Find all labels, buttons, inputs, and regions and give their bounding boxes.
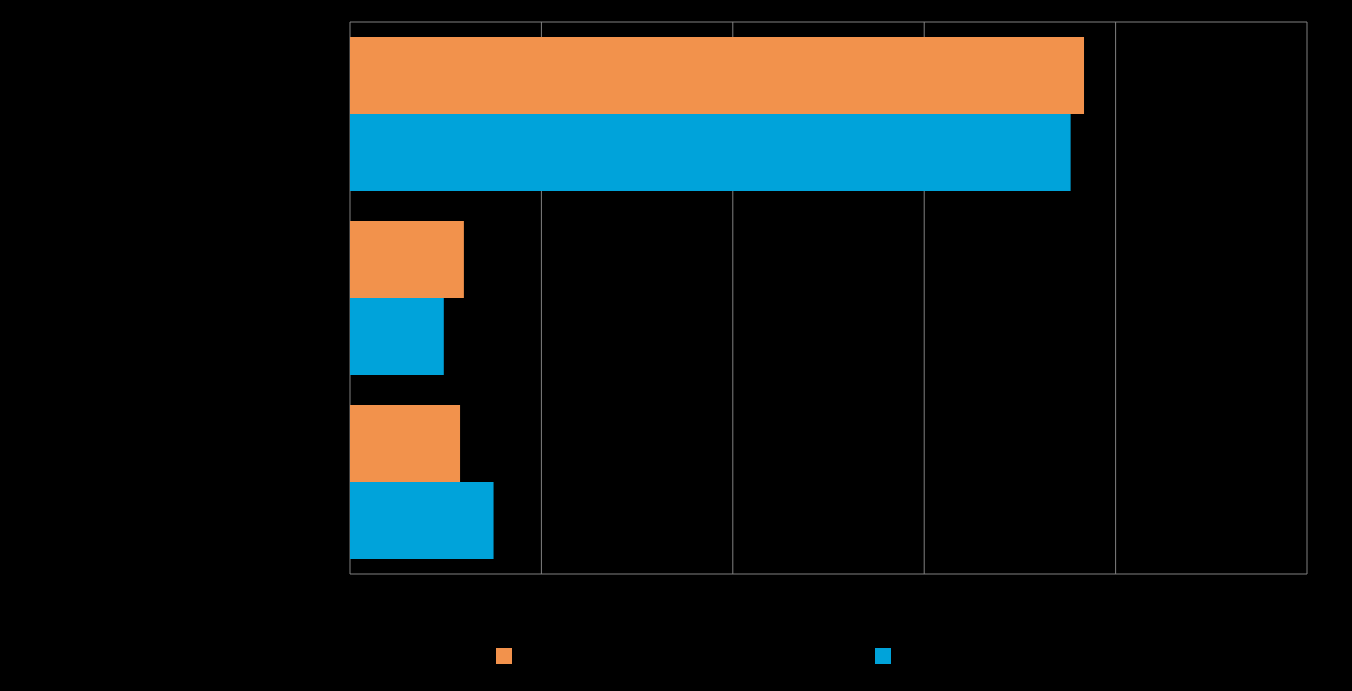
bar bbox=[350, 298, 444, 375]
bar bbox=[350, 482, 494, 559]
bar bbox=[350, 37, 1085, 114]
bar bbox=[350, 221, 464, 298]
bar bbox=[350, 405, 461, 482]
bar bbox=[350, 114, 1071, 191]
legend-swatch bbox=[496, 648, 512, 664]
legend-swatch bbox=[875, 648, 891, 664]
